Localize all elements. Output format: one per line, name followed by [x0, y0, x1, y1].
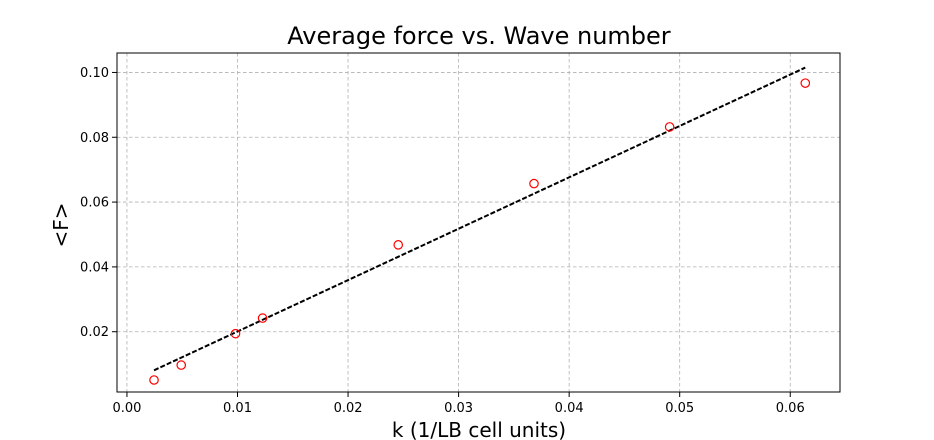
y-tick-label: 0.06 — [80, 196, 109, 211]
y-tick-label: 0.10 — [80, 66, 109, 81]
x-tick-label: 0.06 — [776, 401, 805, 416]
x-tick-label: 0.00 — [112, 401, 141, 416]
x-tick-label: 0.01 — [223, 401, 252, 416]
y-tick-label: 0.04 — [80, 260, 109, 275]
plot-frame — [116, 52, 841, 393]
x-tick-label: 0.04 — [555, 401, 584, 416]
data-point — [257, 313, 268, 323]
data-point — [529, 178, 539, 189]
x-tick-label: 0.03 — [444, 401, 473, 416]
y-tick-label: 0.02 — [80, 325, 109, 340]
data-point — [176, 360, 187, 370]
y-axis-label: <F> — [49, 202, 73, 247]
plot-marks — [149, 66, 811, 385]
fit-line — [153, 66, 806, 372]
axis-ticks: 0.00 0.01 0.02 0.03 0.04 0.05 0.06 0.02 0.04 0.06… — [80, 66, 805, 416]
chart-title: Average force vs. Wave number — [287, 22, 671, 50]
data-point — [800, 78, 811, 88]
data-point — [149, 375, 159, 385]
x-tick-label: 0.02 — [334, 401, 363, 416]
data-point — [230, 328, 241, 339]
data-point — [393, 240, 404, 250]
y-tick-label: 0.08 — [80, 131, 109, 146]
x-tick-label: 0.05 — [665, 401, 694, 416]
x-axis-label: k (1/LB cell units) — [392, 418, 566, 440]
data-point — [664, 122, 675, 132]
grid — [117, 53, 840, 392]
